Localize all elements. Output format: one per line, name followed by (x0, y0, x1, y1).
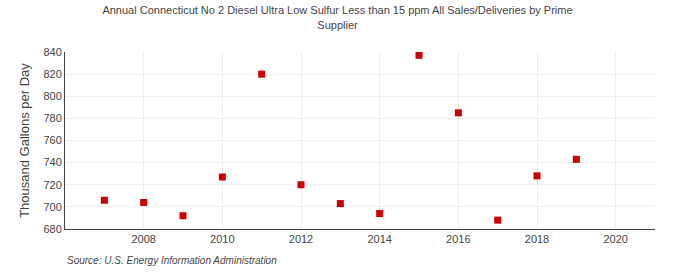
svg-text:720: 720 (43, 179, 61, 191)
svg-text:760: 760 (43, 134, 61, 146)
svg-text:2014: 2014 (367, 233, 391, 245)
svg-text:740: 740 (43, 156, 61, 168)
svg-text:2020: 2020 (603, 233, 627, 245)
svg-text:2008: 2008 (131, 233, 155, 245)
svg-text:840: 840 (43, 46, 61, 58)
svg-text:Thousand Gallons per Day: Thousand Gallons per Day (17, 63, 32, 218)
svg-text:2010: 2010 (210, 233, 234, 245)
svg-text:800: 800 (43, 90, 61, 102)
svg-text:2018: 2018 (525, 233, 549, 245)
svg-text:Annual Connecticut No 2 Diesel: Annual Connecticut No 2 Diesel Ultra Low… (102, 4, 572, 30)
svg-text:780: 780 (43, 112, 61, 124)
svg-text:700: 700 (43, 201, 61, 213)
svg-text:2016: 2016 (446, 233, 470, 245)
svg-text:820: 820 (43, 68, 61, 80)
svg-text:680: 680 (43, 223, 61, 235)
svg-text:2012: 2012 (289, 233, 313, 245)
svg-text:Source: U.S. Energy Informatio: Source: U.S. Energy Information Administ… (67, 255, 277, 266)
